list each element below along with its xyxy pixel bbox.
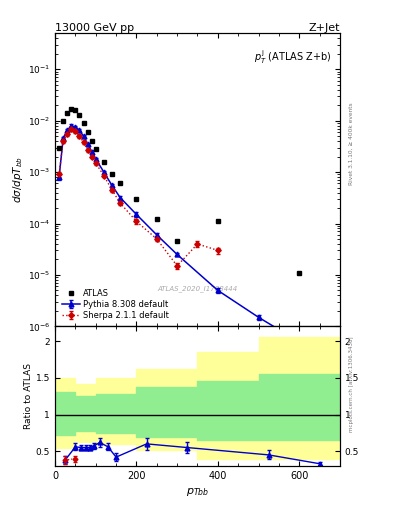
ATLAS bbox=[154, 217, 159, 223]
ATLAS bbox=[89, 138, 94, 144]
Legend: ATLAS, Pythia 8.308 default, Sherpa 2.1.1 default: ATLAS, Pythia 8.308 default, Sherpa 2.1.… bbox=[59, 286, 172, 322]
ATLAS bbox=[297, 270, 301, 276]
ATLAS bbox=[134, 196, 139, 202]
Y-axis label: Ratio to ATLAS: Ratio to ATLAS bbox=[24, 363, 33, 429]
Text: $p_T^{\,\rm j}$ (ATLAS Z+b): $p_T^{\,\rm j}$ (ATLAS Z+b) bbox=[254, 48, 331, 66]
ATLAS bbox=[77, 112, 82, 118]
ATLAS bbox=[101, 159, 106, 165]
ATLAS bbox=[73, 107, 78, 113]
X-axis label: $p_{Tbb}$: $p_{Tbb}$ bbox=[186, 486, 209, 498]
ATLAS bbox=[110, 172, 114, 178]
ATLAS bbox=[65, 110, 70, 116]
Text: Rivet 3.1.10, ≥ 400k events: Rivet 3.1.10, ≥ 400k events bbox=[349, 102, 354, 185]
ATLAS bbox=[175, 238, 180, 244]
ATLAS bbox=[69, 106, 73, 112]
Line: ATLAS: ATLAS bbox=[57, 106, 302, 275]
ATLAS bbox=[57, 144, 61, 151]
Text: Z+Jet: Z+Jet bbox=[309, 23, 340, 32]
Text: ATLAS_2020_I1788444: ATLAS_2020_I1788444 bbox=[157, 285, 238, 292]
Text: mcplots.cern.ch [arXiv:1306.3436]: mcplots.cern.ch [arXiv:1306.3436] bbox=[349, 336, 354, 432]
Text: 13000 GeV pp: 13000 GeV pp bbox=[55, 23, 134, 32]
ATLAS bbox=[215, 218, 220, 224]
ATLAS bbox=[118, 180, 123, 186]
ATLAS bbox=[61, 118, 66, 124]
ATLAS bbox=[94, 146, 98, 152]
ATLAS bbox=[81, 120, 86, 126]
Y-axis label: $d\sigma/dpT_{bb}$: $d\sigma/dpT_{bb}$ bbox=[11, 156, 25, 203]
ATLAS bbox=[85, 129, 90, 135]
